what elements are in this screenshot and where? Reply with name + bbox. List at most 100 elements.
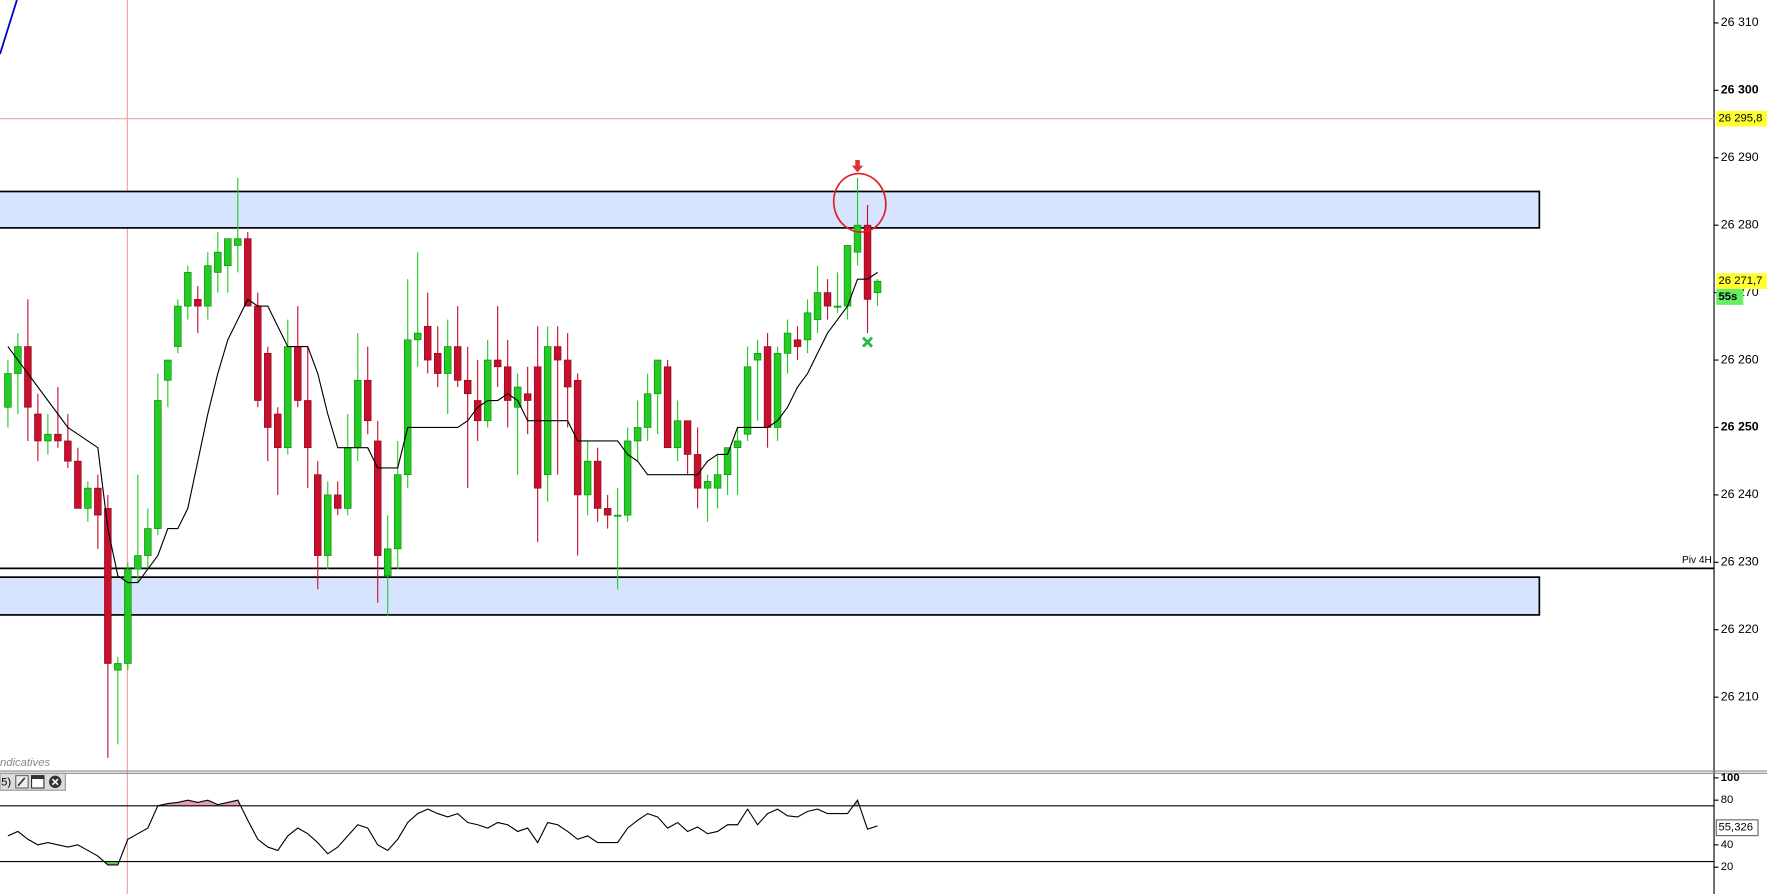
- candle-body: [833, 305, 842, 308]
- candle-body: [863, 224, 872, 300]
- candle-body: [443, 346, 452, 374]
- y-tick-label: 26 220: [1721, 622, 1759, 636]
- candle-body: [623, 440, 632, 516]
- price-panel: [0, 118, 1715, 758]
- candle-body: [264, 352, 272, 428]
- candle-body: [503, 366, 512, 401]
- candle-body: [394, 474, 402, 550]
- candle-body: [703, 481, 712, 489]
- oscillator-line: [7, 798, 878, 866]
- candle-body: [633, 427, 642, 442]
- last-price-label: 26 271,7: [1719, 275, 1763, 287]
- candle-body: [384, 548, 392, 577]
- candle-body: [593, 460, 602, 509]
- candle-body: [553, 346, 562, 361]
- candle-body: [134, 555, 142, 570]
- candle-body: [104, 508, 112, 664]
- candle-body: [843, 245, 852, 307]
- y-tick-label: 26 240: [1721, 487, 1759, 501]
- trendline: [0, 0, 18, 55]
- timer-tag: [1716, 289, 1744, 305]
- candle-body: [803, 312, 812, 341]
- candle-body: [284, 346, 292, 449]
- trailing-line: [7, 271, 878, 584]
- candle-body: [423, 325, 432, 361]
- candle-body: [653, 359, 662, 395]
- candle-body: [364, 379, 372, 422]
- candle-body: [374, 440, 382, 556]
- y-tick-label: 26 260: [1721, 352, 1759, 366]
- candle-body: [663, 366, 672, 449]
- y-tick-label: 26 290: [1721, 150, 1759, 164]
- candle-body: [274, 413, 282, 449]
- candle-body: [433, 352, 442, 374]
- last-value-tag: [1715, 819, 1759, 837]
- candle-body: [124, 568, 132, 664]
- candle-body: [334, 494, 342, 509]
- candle-body: [563, 359, 572, 388]
- candle-body: [613, 514, 622, 517]
- candle-body: [144, 528, 152, 556]
- candle-body: [304, 400, 312, 449]
- candle-body: [403, 339, 412, 476]
- candle-body: [583, 460, 592, 496]
- candle-body: [254, 305, 262, 401]
- candle-body: [164, 359, 172, 381]
- crosshair-price-tag: [1716, 110, 1767, 127]
- candle-body: [344, 447, 352, 509]
- candle-body: [873, 280, 882, 293]
- candle-body: [853, 224, 862, 253]
- candle-body: [813, 292, 822, 320]
- candle-body: [523, 393, 532, 401]
- candle-body: [683, 420, 692, 455]
- candle-body: [743, 366, 752, 435]
- candle-body: [673, 420, 682, 449]
- candle-body: [773, 352, 782, 428]
- y-tick-label: 20: [1721, 861, 1734, 873]
- candle-body: [224, 238, 232, 266]
- y-tick-label: 26 210: [1721, 689, 1759, 703]
- candle-body: [194, 299, 202, 307]
- candle-body: [603, 508, 612, 516]
- signal-circle: [832, 172, 887, 233]
- crosshair-price-label: 26 295,8: [1719, 113, 1763, 125]
- candle-body: [573, 379, 582, 496]
- y-tick-label: 26 230: [1721, 555, 1759, 569]
- candle-body: [713, 474, 722, 489]
- close-glyph: [51, 778, 59, 786]
- y-tick-label: 26 310: [1721, 15, 1759, 29]
- candle-body: [763, 346, 772, 428]
- candle-body: [184, 272, 192, 307]
- candle-body: [483, 359, 492, 422]
- y-tick-label: 40: [1721, 839, 1734, 851]
- y-tick-label: 80: [1721, 794, 1734, 806]
- candle-body: [473, 400, 482, 422]
- candle-body: [24, 346, 32, 408]
- timer-label: 55s: [1719, 291, 1738, 303]
- window-glyph: [31, 775, 44, 780]
- candle-body: [354, 379, 362, 449]
- candle-body: [74, 460, 82, 509]
- candle-body: [733, 440, 742, 449]
- candle-body: [314, 474, 322, 556]
- toolbar: 5): [0, 772, 66, 791]
- candle-body: [244, 238, 252, 307]
- candle-body: [493, 359, 502, 368]
- candle-body: [533, 366, 542, 489]
- candle-body: [64, 440, 72, 462]
- last-value-label: 55,326: [1719, 822, 1753, 834]
- candle-body: [753, 352, 762, 361]
- candle-body: [543, 346, 552, 476]
- candle-body: [84, 487, 92, 509]
- zone: [0, 190, 1541, 229]
- y-tick-label: 26 300: [1721, 83, 1759, 97]
- candle-body: [723, 447, 732, 476]
- candle-body: [513, 386, 522, 408]
- candle-body: [234, 238, 242, 246]
- candle-body: [823, 292, 832, 307]
- candle-body: [54, 433, 62, 442]
- candle-body: [463, 379, 472, 395]
- candle-body: [204, 265, 212, 307]
- candle-body: [294, 346, 302, 401]
